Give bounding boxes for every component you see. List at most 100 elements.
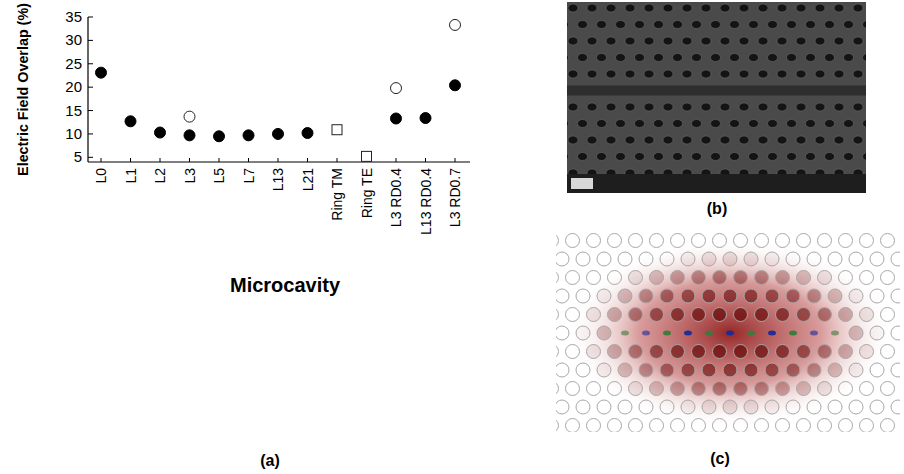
lattice-hole — [681, 400, 695, 414]
lattice-hole — [556, 326, 569, 340]
lattice-hole — [608, 382, 622, 396]
lattice-hole — [629, 382, 643, 396]
hole — [758, 103, 768, 111]
hole — [749, 120, 759, 128]
hole — [654, 153, 664, 161]
field-lobe — [587, 345, 601, 359]
hole — [720, 103, 730, 111]
hole — [587, 136, 597, 144]
field-lobe — [839, 308, 853, 322]
field-node — [663, 331, 671, 336]
x-tick — [425, 158, 426, 162]
lattice-hole — [629, 345, 643, 359]
y-tick — [88, 133, 93, 134]
field-lobe — [702, 289, 716, 303]
field-lobe — [797, 345, 811, 359]
hole — [606, 37, 616, 45]
field-lobe — [744, 252, 758, 266]
lattice-hole — [692, 271, 706, 285]
hole — [730, 54, 740, 62]
hole — [777, 136, 787, 144]
field-lobe — [713, 308, 727, 322]
field-lobe — [744, 289, 758, 303]
hole — [815, 103, 825, 111]
field-lobe — [671, 345, 685, 359]
field-node — [705, 331, 713, 336]
point — [243, 130, 254, 141]
hole — [673, 54, 683, 62]
lattice-hole — [618, 289, 632, 303]
point — [125, 116, 136, 127]
hole — [834, 136, 844, 144]
lattice-hole — [587, 271, 601, 285]
hole — [587, 70, 597, 78]
hole — [701, 37, 711, 45]
y-tick-label: 35 — [65, 8, 82, 25]
lattice-hole — [597, 252, 611, 266]
lattice-hole — [734, 271, 748, 285]
x-tick-label: L13 RD0.4 — [418, 168, 434, 235]
lattice-hole — [765, 400, 779, 414]
field-lobe — [723, 252, 737, 266]
field-lobe — [797, 382, 811, 396]
field-lobe — [744, 400, 758, 414]
lattice-hole — [776, 345, 790, 359]
hole — [768, 21, 778, 29]
y-tick — [88, 110, 93, 111]
hole — [815, 136, 825, 144]
lattice-hole — [566, 345, 580, 359]
hole — [635, 153, 645, 161]
field-lobe — [576, 326, 590, 340]
figure: 5101520253035L0L1L2L3L5L7L13L21Ring TMRi… — [0, 0, 904, 474]
lattice-hole — [576, 326, 590, 340]
hole — [739, 70, 749, 78]
hole — [567, 54, 569, 62]
lattice-hole — [587, 419, 601, 433]
hole — [644, 70, 654, 78]
field-lobe — [713, 271, 727, 285]
field-lobe — [671, 308, 685, 322]
field-lobe — [797, 271, 811, 285]
hole — [711, 153, 721, 161]
lattice-hole — [828, 400, 842, 414]
lattice-hole — [587, 234, 601, 248]
lattice-hole — [713, 419, 727, 433]
hole — [787, 153, 797, 161]
hole — [644, 169, 654, 174]
point — [273, 128, 284, 139]
field-lobe — [629, 271, 643, 285]
hole — [749, 21, 759, 29]
lattice-hole — [755, 308, 769, 322]
hole — [597, 54, 607, 62]
lattice-hole — [807, 363, 821, 377]
hole — [739, 103, 749, 111]
field-lobe — [629, 345, 643, 359]
lattice-hole — [556, 289, 569, 303]
hole — [796, 70, 806, 78]
lattice-hole — [566, 419, 580, 433]
field-lobe — [797, 308, 811, 322]
sem-info-bar — [567, 174, 866, 193]
y-tick — [88, 17, 93, 18]
hole — [853, 4, 863, 12]
lattice-hole — [765, 289, 779, 303]
y-tick — [88, 87, 93, 88]
lattice-hole — [639, 363, 653, 377]
lattice-hole — [860, 382, 874, 396]
hole — [815, 169, 825, 174]
lattice-hole — [629, 419, 643, 433]
hole — [663, 4, 673, 12]
lattice-hole — [650, 382, 664, 396]
lattice-hole — [765, 252, 779, 266]
field-lobe — [776, 345, 790, 359]
hole — [597, 21, 607, 29]
y-tick — [88, 157, 93, 158]
lattice-hole — [807, 400, 821, 414]
lattice-hole — [755, 382, 769, 396]
lattice-hole — [818, 419, 832, 433]
lattice-hole — [556, 308, 559, 322]
hole — [758, 70, 768, 78]
lattice-hole — [755, 271, 769, 285]
hole — [568, 169, 578, 174]
lattice-hole — [576, 363, 590, 377]
